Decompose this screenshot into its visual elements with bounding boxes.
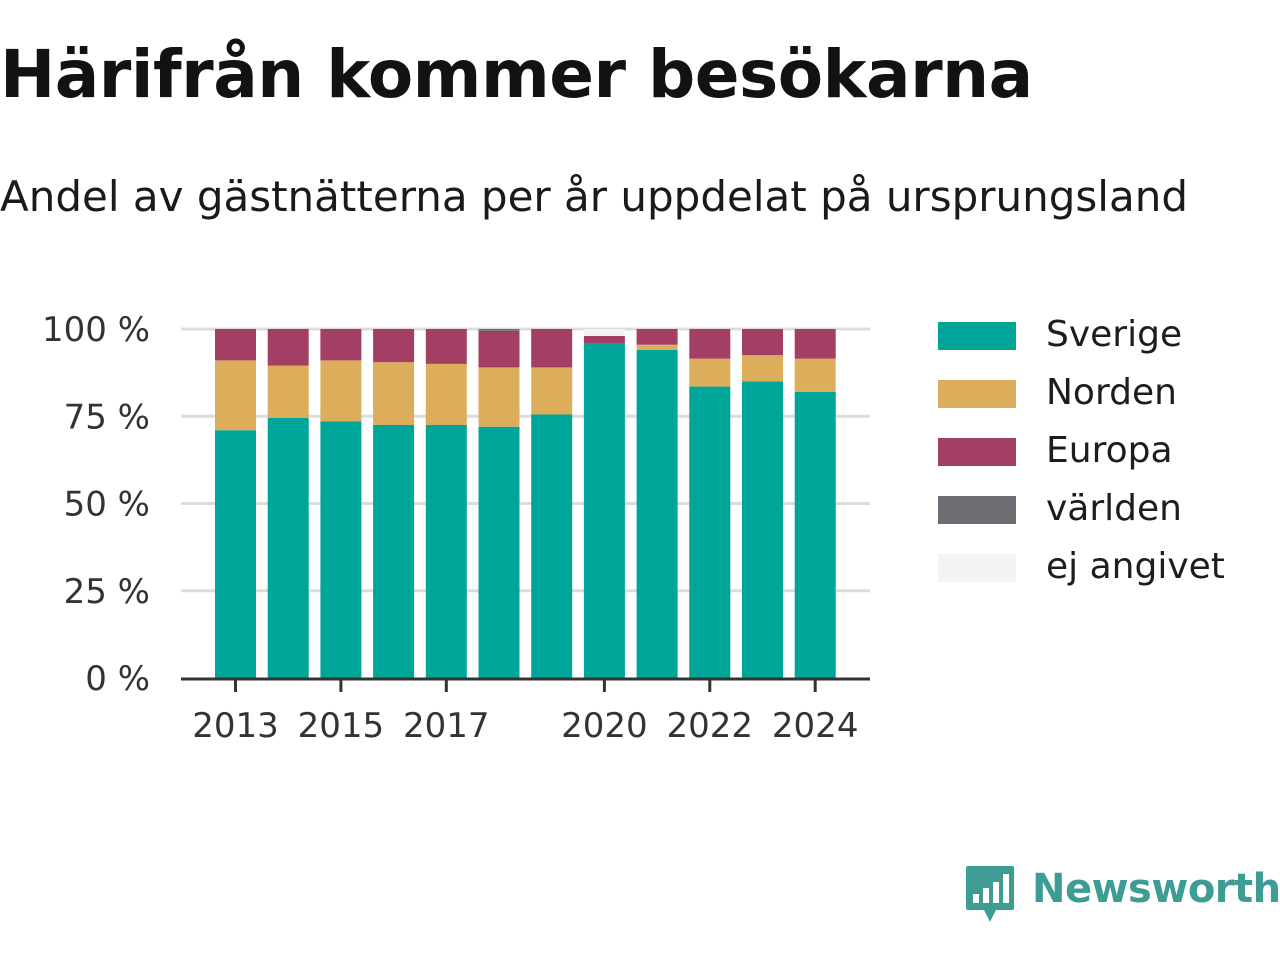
bar-segment bbox=[689, 329, 731, 359]
bar-segment bbox=[320, 329, 362, 361]
legend-label-varlden: världen bbox=[1046, 488, 1182, 529]
bar-segment bbox=[478, 330, 520, 368]
brand-name: Newsworthy bbox=[1032, 866, 1280, 912]
newsworthy-brand[interactable]: Newsworthy bbox=[964, 864, 1280, 928]
legend-item-norden[interactable]: Norden bbox=[938, 372, 1268, 432]
x-tick-label: 2017 bbox=[403, 706, 490, 746]
legend-label-sverige: Sverige bbox=[1046, 314, 1183, 355]
bar-segment bbox=[425, 424, 467, 678]
bar-segment bbox=[267, 417, 309, 678]
bar-segment bbox=[320, 360, 362, 422]
bar-segment bbox=[478, 367, 520, 427]
y-tick-label: 75 % bbox=[64, 397, 150, 437]
legend-item-ej-angivet[interactable]: ej angivet bbox=[938, 546, 1268, 606]
bar-segment bbox=[583, 329, 625, 336]
bar-segment bbox=[425, 329, 467, 364]
bars bbox=[215, 329, 836, 678]
bar-segment bbox=[636, 344, 678, 350]
legend-item-varlden[interactable]: världen bbox=[938, 488, 1268, 548]
bar-segment bbox=[583, 335, 625, 343]
legend-label-norden: Norden bbox=[1046, 372, 1177, 413]
bar-segment bbox=[794, 358, 836, 392]
bar-segment bbox=[373, 362, 415, 425]
newsworthy-logo-icon bbox=[966, 866, 1014, 922]
x-tick-label: 2022 bbox=[667, 706, 754, 746]
bar-segment bbox=[742, 355, 783, 382]
legend-label-europa: Europa bbox=[1046, 430, 1173, 471]
bar-segment bbox=[215, 360, 256, 431]
legend-swatch-varlden bbox=[938, 496, 1016, 524]
bar-segment bbox=[794, 329, 836, 359]
bar-segment bbox=[742, 329, 783, 356]
y-tick-label: 25 % bbox=[64, 572, 150, 612]
legend-swatch-ej-angivet bbox=[938, 554, 1016, 582]
legend-swatch-norden bbox=[938, 380, 1016, 408]
bar-segment bbox=[425, 363, 467, 425]
bar-segment bbox=[531, 329, 573, 368]
bar-segment bbox=[478, 426, 520, 678]
bar-segment bbox=[373, 329, 415, 363]
x-tick-label: 2013 bbox=[192, 706, 279, 746]
bar-segment bbox=[583, 342, 625, 678]
y-tick-label: 0 % bbox=[85, 659, 150, 699]
bar-segment bbox=[636, 329, 678, 345]
legend-swatch-europa bbox=[938, 438, 1016, 466]
bar-segment bbox=[531, 367, 573, 415]
chart-subtitle: Andel av gästnätterna per år uppdelat på… bbox=[0, 172, 1188, 221]
legend: Sverige Norden Europa världen ej angivet bbox=[938, 314, 1268, 606]
bar-segment bbox=[689, 386, 731, 678]
bar-segment bbox=[794, 391, 836, 678]
x-tick-label: 2024 bbox=[772, 706, 859, 746]
bar-segment bbox=[636, 349, 678, 678]
bar-segment bbox=[531, 414, 573, 678]
legend-item-sverige[interactable]: Sverige bbox=[938, 314, 1268, 374]
bar-segment bbox=[267, 329, 309, 366]
legend-swatch-sverige bbox=[938, 322, 1016, 350]
chart-title: Härifrån kommer besökarna bbox=[0, 36, 1033, 113]
bar-segment bbox=[215, 430, 256, 678]
axes: 0 % 25 % 50 % 75 % 100 % 2013 2015 2017 2020 2022… bbox=[42, 310, 870, 746]
bar-segment bbox=[742, 381, 783, 678]
stacked-bar-chart: 0 % 25 % 50 % 75 % 100 % 2013 2015 2017 2020 2022… bbox=[42, 310, 870, 746]
x-tick-label: 2020 bbox=[561, 706, 648, 746]
bar-segment bbox=[267, 365, 309, 418]
x-tick-label: 2015 bbox=[298, 706, 385, 746]
bar-segment bbox=[478, 329, 520, 331]
y-tick-label: 50 % bbox=[64, 485, 150, 525]
bar-segment bbox=[373, 424, 415, 678]
legend-label-ej-angivet: ej angivet bbox=[1046, 546, 1225, 587]
bar-segment bbox=[215, 329, 256, 361]
bar-segment bbox=[320, 421, 362, 678]
bar-segment bbox=[689, 358, 731, 387]
legend-item-europa[interactable]: Europa bbox=[938, 430, 1268, 490]
y-tick-label: 100 % bbox=[42, 310, 150, 350]
